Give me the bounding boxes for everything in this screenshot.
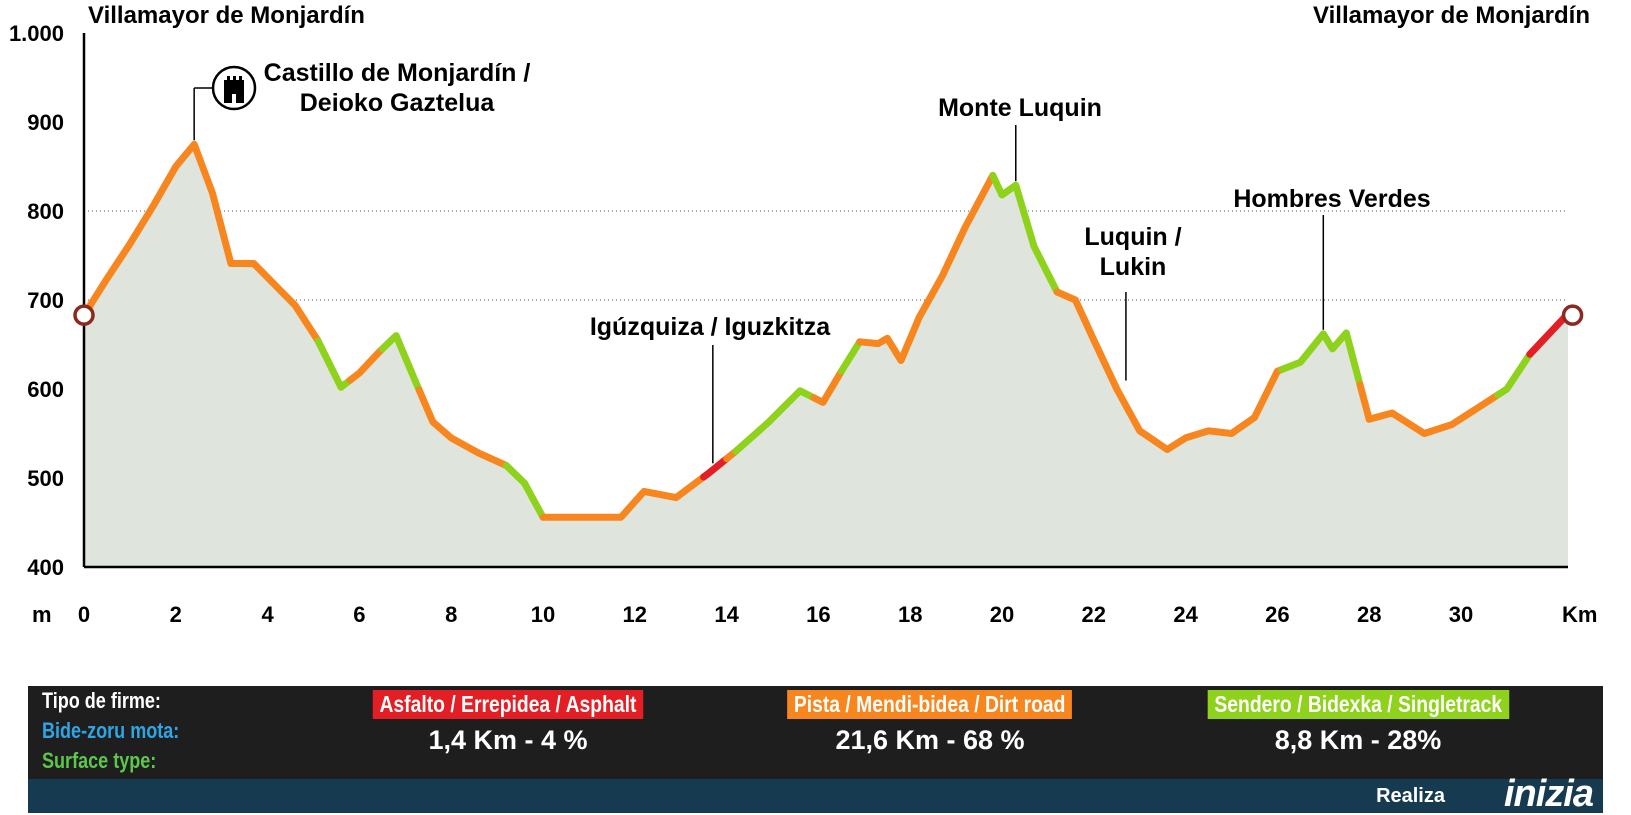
annotation-label-0-line-1: Deioko Gaztelua bbox=[300, 89, 496, 117]
annotation-label-2-line-0: Monte Luquin bbox=[938, 94, 1102, 122]
y-tick-label-400: 400 bbox=[27, 555, 64, 580]
annotation-2: Monte Luquin bbox=[938, 94, 1102, 182]
x-tick-label-18: 18 bbox=[898, 602, 922, 627]
surface-segment-sendero-9 bbox=[732, 387, 818, 455]
x-tick-label-10: 10 bbox=[531, 602, 555, 627]
profile-surface-segments bbox=[80, 140, 1571, 521]
legend-label-singletrack: Sendero / Bidexka / Singletrack bbox=[1207, 690, 1509, 719]
start-point-marker bbox=[73, 304, 95, 326]
castle-icon bbox=[211, 65, 257, 111]
x-tick-label-12: 12 bbox=[623, 602, 647, 627]
x-tick-label-4: 4 bbox=[261, 602, 274, 627]
x-tick-label-20: 20 bbox=[990, 602, 1014, 627]
annotation-1: Igúzquiza / Iguzkitza bbox=[590, 313, 831, 464]
end-location-label: Villamayor de Monjardín bbox=[1313, 2, 1590, 29]
surface-legend: Tipo de firme: Bide-zoru mota: Surface t… bbox=[28, 686, 1603, 813]
legend-item-singletrack: Sendero / Bidexka / Singletrack 8,8 Km -… bbox=[1178, 690, 1538, 756]
y-axis-label: m bbox=[32, 602, 52, 627]
annotation-label-3-line-0: Luquin / bbox=[1084, 223, 1181, 251]
legend-label-asphalt: Asfalto / Errepidea / Asphalt bbox=[372, 690, 644, 719]
x-tick-label-30: 30 bbox=[1449, 602, 1473, 627]
end-point-marker bbox=[1561, 304, 1584, 326]
legend-value-dirt-road: 21,6 Km - 68 % bbox=[835, 725, 1025, 755]
realiza-label: Realiza bbox=[1376, 785, 1445, 807]
legend-value-singletrack: 8,8 Km - 28% bbox=[1274, 725, 1442, 755]
inizia-logo: inizia bbox=[1503, 773, 1594, 815]
surface-segment-pista-0 bbox=[80, 140, 322, 345]
surface-segment-pista-6 bbox=[539, 473, 708, 521]
surface-segment-sendero-1 bbox=[314, 337, 354, 391]
x-tick-label-28: 28 bbox=[1357, 602, 1381, 627]
x-tick-label-6: 6 bbox=[353, 602, 365, 627]
x-tick-label-26: 26 bbox=[1265, 602, 1289, 627]
start-location-label: Villamayor de Monjardín bbox=[88, 2, 365, 29]
surface-segment-sendero-17 bbox=[1494, 350, 1534, 399]
x-tick-label-14: 14 bbox=[714, 602, 739, 627]
x-tick-labels: 0 2 4 6 8 10 12 14 16 18 20 22 24 26 28 30 bbox=[78, 602, 1473, 627]
surface-segment-sendero-5 bbox=[502, 462, 547, 521]
surface-segment-pista-4 bbox=[415, 386, 510, 469]
legend-header-es: Tipo de firme: bbox=[42, 688, 161, 713]
surface-segment-asfalto-18 bbox=[1526, 311, 1571, 358]
y-tick-label-600: 600 bbox=[27, 377, 64, 402]
footer-bar: Realiza inizia bbox=[28, 775, 1603, 813]
x-tick-label-8: 8 bbox=[445, 602, 457, 627]
surface-segment-sendero-3 bbox=[378, 332, 423, 394]
y-tick-label-800: 800 bbox=[27, 199, 64, 224]
x-tick-label-2: 2 bbox=[170, 602, 182, 627]
annotation-label-4-line-0: Hombres Verdes bbox=[1233, 185, 1430, 213]
legend-value-asphalt: 1,4 Km - 4 % bbox=[428, 725, 588, 755]
chart-grid bbox=[84, 210, 1568, 301]
y-tick-label-1000: 1.000 bbox=[9, 21, 64, 46]
profile-area bbox=[84, 144, 1568, 568]
annotation-label-1-line-0: Igúzquiza / Iguzkitza bbox=[590, 313, 831, 341]
x-tick-label-0: 0 bbox=[78, 602, 90, 627]
annotation-label-3-line-1: Lukin bbox=[1100, 253, 1167, 281]
waypoint-annotations: Castillo de Monjardín /Deioko Gaztelua Ig… bbox=[193, 59, 1431, 464]
legend-header-eu: Bide-zoru mota: bbox=[42, 718, 180, 743]
surface-segment-asfalto-7 bbox=[700, 455, 731, 481]
legend-item-dirt-road: Pista / Mendi-bidea / Dirt road 21,6 Km … bbox=[750, 690, 1110, 756]
x-tick-label-24: 24 bbox=[1173, 602, 1198, 627]
legend-label-dirt-road: Pista / Mendi-bidea / Dirt road bbox=[787, 690, 1073, 719]
surface-segment-pista-14 bbox=[1053, 288, 1286, 453]
annotation-0: Castillo de Monjardín /Deioko Gaztelua bbox=[193, 59, 531, 141]
legend-item-asphalt: Asfalto / Errepidea / Asphalt 1,4 Km - 4… bbox=[328, 690, 688, 756]
x-tick-label-16: 16 bbox=[806, 602, 830, 627]
surface-segment-sendero-13 bbox=[989, 171, 1061, 296]
y-tick-label-900: 900 bbox=[27, 110, 64, 135]
surface-segment-sendero-15 bbox=[1278, 329, 1364, 389]
y-tick-label-700: 700 bbox=[27, 288, 64, 313]
x-tick-label-22: 22 bbox=[1082, 602, 1106, 627]
surface-segment-pista-16 bbox=[1356, 381, 1502, 437]
annotation-4: Hombres Verdes bbox=[1233, 185, 1431, 330]
annotation-3: Luquin /Lukin bbox=[1084, 223, 1182, 381]
surface-segment-pista-10 bbox=[810, 367, 845, 406]
x-axis-label: Km bbox=[1562, 602, 1597, 627]
y-tick-labels: 400 500 600 700 800 900 1.000 bbox=[9, 21, 64, 580]
surface-segment-sendero-11 bbox=[837, 338, 864, 375]
annotation-label-0-line-0: Castillo de Monjardín / bbox=[264, 59, 531, 87]
chart-axes bbox=[82, 33, 1568, 569]
route-endpoints bbox=[73, 304, 1584, 326]
surface-segment-pista-12 bbox=[856, 171, 997, 364]
y-tick-label-500: 500 bbox=[27, 466, 64, 491]
legend-header-en: Surface type: bbox=[42, 748, 157, 773]
